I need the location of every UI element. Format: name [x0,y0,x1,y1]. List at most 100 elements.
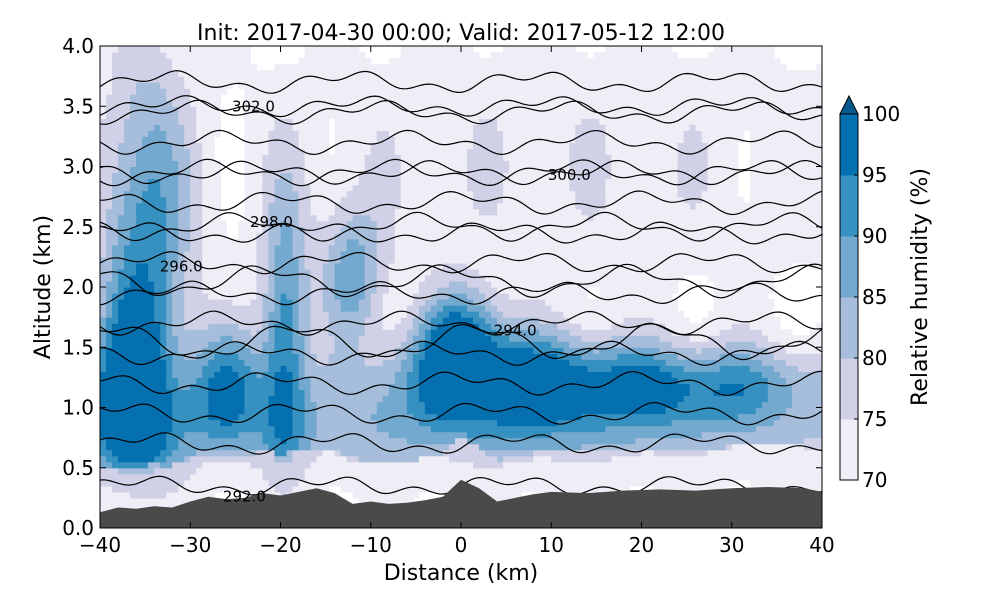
rh-cell [442,389,450,397]
rh-cell [202,244,209,252]
rh-cell [436,335,444,342]
rh-cell [388,280,396,288]
rh-cell [448,329,456,336]
rh-cell [268,419,276,427]
rh-cell [190,208,197,216]
rh-cell [112,305,119,312]
rh-cell [238,479,245,487]
rh-cell [491,52,498,59]
rh-cell [106,256,113,264]
rh-cell [322,299,330,306]
rh-cell [394,130,402,137]
rh-cell [268,202,276,210]
rh-cell [226,317,233,324]
rh-cell [262,280,270,288]
rh-cell [328,274,336,282]
rh-cell [250,70,258,77]
rh-cell [160,106,167,113]
rh-cell [286,425,294,433]
rh-cell [166,293,173,300]
rh-cell [112,70,119,77]
rh-cell [262,335,270,342]
rh-cell [382,485,390,493]
rh-cell [376,262,384,270]
rh-cell [358,262,366,270]
rh-cell [316,461,324,469]
rh-cell [430,401,438,409]
rh-cell [406,377,414,385]
rh-cell [262,100,270,107]
rh-cell [358,473,366,481]
rh-cell [286,461,294,469]
rh-cell [142,124,149,131]
rh-cell [280,262,288,270]
rh-cell [148,299,155,306]
rh-cell [400,46,408,53]
rh-cell [316,250,324,258]
rh-cell [190,299,197,306]
rh-cell [358,280,366,288]
rh-cell [130,190,137,198]
rh-cell [322,202,330,210]
rh-cell [322,160,330,168]
rh-cell [382,118,390,125]
rh-cell [184,449,191,457]
rh-cell [226,449,233,457]
rh-cell [304,118,312,125]
rh-cell [346,311,354,318]
rh-cell [142,232,149,240]
rh-cell [202,64,209,71]
rh-cell [190,136,197,144]
rh-cell [172,455,179,463]
rh-cell [340,202,348,210]
rh-cell [467,274,474,282]
rh-cell [424,100,432,107]
rh-cell [256,353,264,360]
rh-cell [250,124,258,131]
rh-cell [479,280,486,288]
rh-cell [376,88,384,95]
rh-cell [328,341,336,348]
rh-cell [322,226,330,234]
rh-cell [154,184,161,192]
rh-cell [262,311,270,318]
rh-cell [358,353,366,360]
rh-cell [412,491,420,499]
rh-cell [340,154,348,162]
rh-cell [256,184,264,192]
rh-cell [448,238,456,246]
rh-cell [130,491,137,499]
rh-cell [262,208,270,216]
rh-cell [328,202,336,210]
rh-cell [214,256,221,264]
rh-cell [364,196,372,204]
rh-cell [400,473,408,481]
rh-cell [442,335,450,342]
rh-cell [208,280,215,288]
rh-cell [461,214,468,222]
rh-cell [184,467,191,475]
rh-cell [238,335,245,342]
rh-cell [406,52,414,59]
rh-cell [424,160,432,168]
rh-cell [142,497,149,505]
rh-cell [286,148,294,156]
rh-cell [178,274,185,282]
rh-cell [346,317,354,324]
rh-cell [479,196,486,204]
rh-cell [382,317,390,324]
rh-cell [280,256,288,264]
rh-cell [485,172,492,180]
rh-cell [394,413,402,421]
rh-cell [166,94,173,101]
rh-cell [118,353,125,360]
rh-cell [106,497,113,505]
rh-cell [166,467,173,475]
rh-cell [244,112,252,119]
rh-cell [160,317,167,324]
rh-cell [148,250,155,258]
rh-cell [184,323,191,330]
rh-cell [364,226,372,234]
rh-cell [214,353,221,360]
rh-cell [238,383,245,391]
